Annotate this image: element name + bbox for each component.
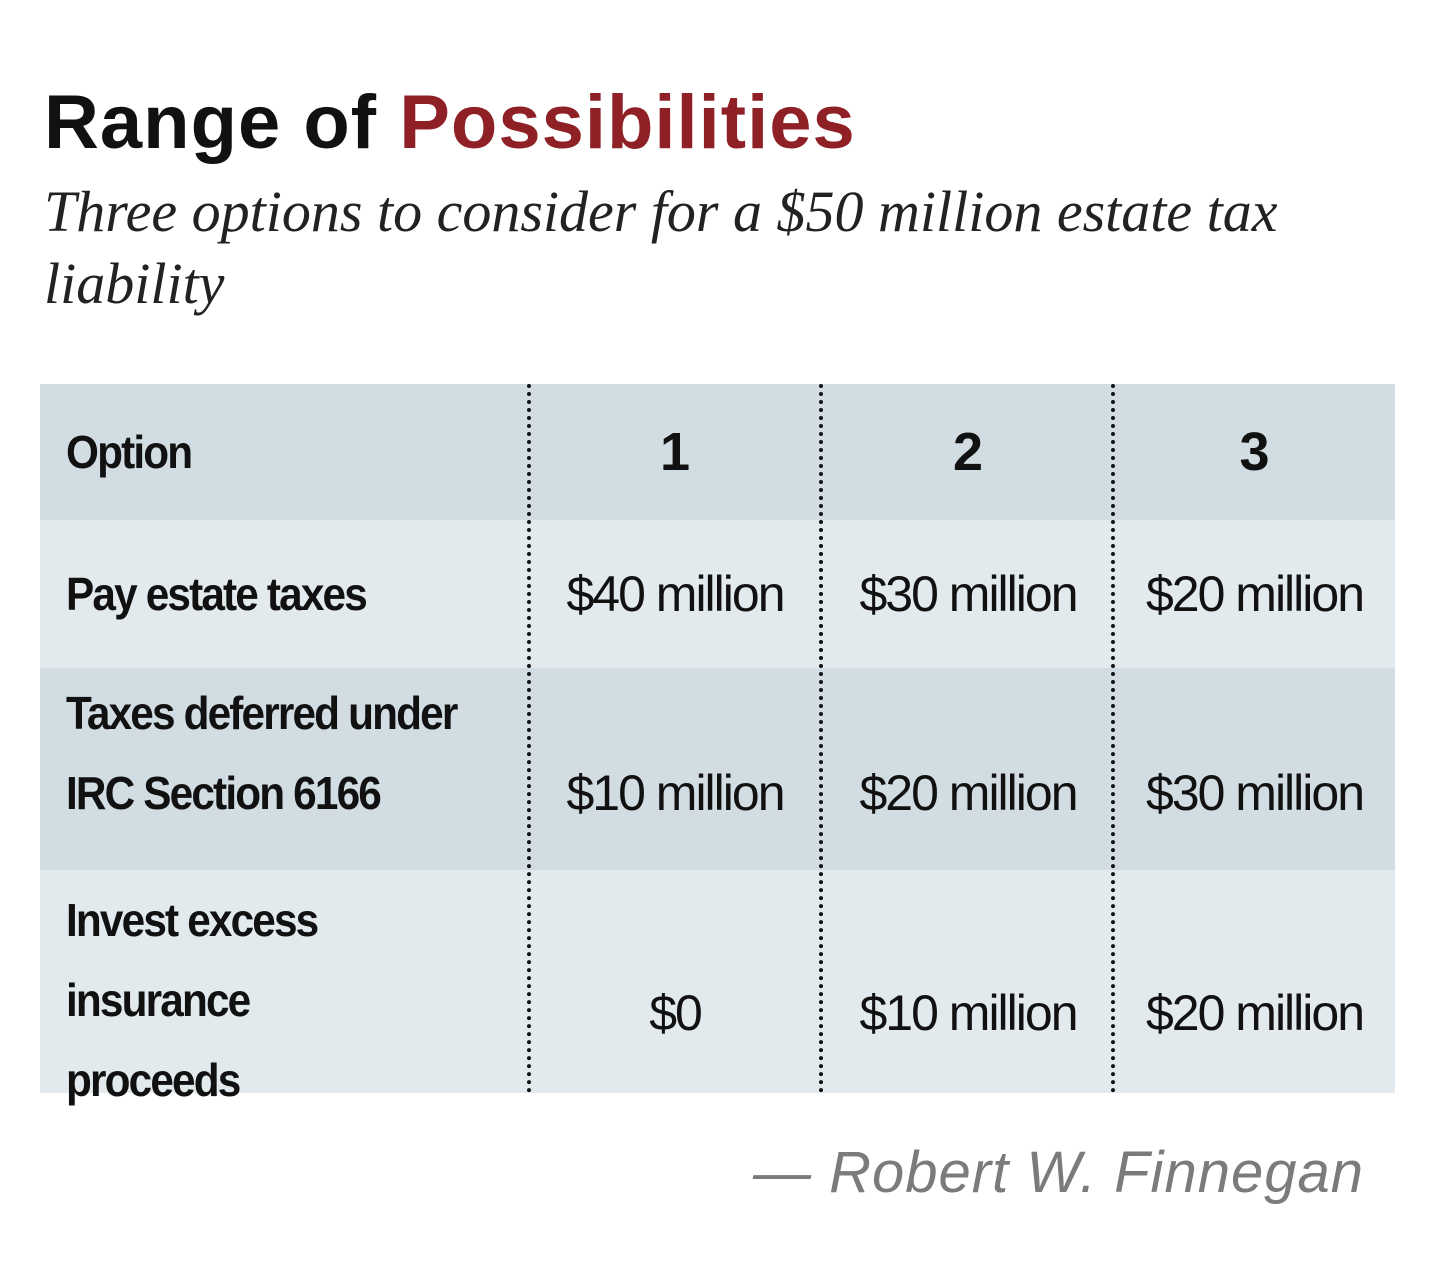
table-row: Pay estate taxes $40 million $30 million… — [40, 520, 1395, 668]
cell-pay-option-2: $30 million — [859, 566, 1078, 622]
column-divider — [527, 384, 531, 1093]
source-credit: — Robert W. Finnegan — [753, 1140, 1364, 1205]
row-label-pay-estate-taxes: Pay estate taxes — [66, 568, 368, 620]
cell-deferred-option-2: $20 million — [859, 765, 1078, 821]
cell-deferred-option-3: $30 million — [1145, 765, 1365, 821]
cell-pay-option-3: $20 million — [1145, 566, 1365, 622]
header-option-1: 1 — [659, 422, 691, 482]
cell-deferred-option-1: $10 million — [566, 765, 785, 821]
header-option-label: Option — [66, 426, 193, 478]
row-label-line: Taxes deferred under — [66, 687, 458, 739]
header-option-3: 3 — [1239, 422, 1270, 482]
table-header-row: Option 1 2 3 — [40, 384, 1395, 520]
cell-invest-option-3: $20 million — [1145, 984, 1365, 1041]
cell-pay-option-1: $40 million — [566, 566, 785, 622]
title-text: Range of — [44, 80, 400, 165]
row-label-invest-excess: Invest excess insurance proceeds — [66, 870, 489, 1106]
table-row: Invest excess insurance proceeds $0 $10 … — [40, 870, 1395, 1106]
column-divider — [819, 384, 823, 1093]
column-divider — [1111, 384, 1115, 1093]
row-label-line: Invest excess insurance — [66, 894, 319, 1026]
cell-invest-option-1: $0 — [649, 984, 703, 1041]
row-label-line: IRC Section 6166 — [66, 767, 382, 819]
row-label-line: proceeds — [66, 1054, 241, 1106]
row-label-taxes-deferred: Taxes deferred under IRC Section 6166 — [66, 668, 489, 870]
header-option-2: 2 — [952, 422, 984, 482]
options-table: Option 1 2 3 Pay estate taxes $40 millio… — [40, 384, 1395, 1106]
page-title: Range of Possibilities — [44, 78, 856, 168]
table-row: Taxes deferred under IRC Section 6166 $1… — [40, 668, 1395, 870]
cell-invest-option-2: $10 million — [859, 984, 1078, 1041]
subtitle: Three options to consider for a $50 mill… — [44, 179, 1278, 316]
title-accent-text: Possibilities — [399, 80, 856, 165]
